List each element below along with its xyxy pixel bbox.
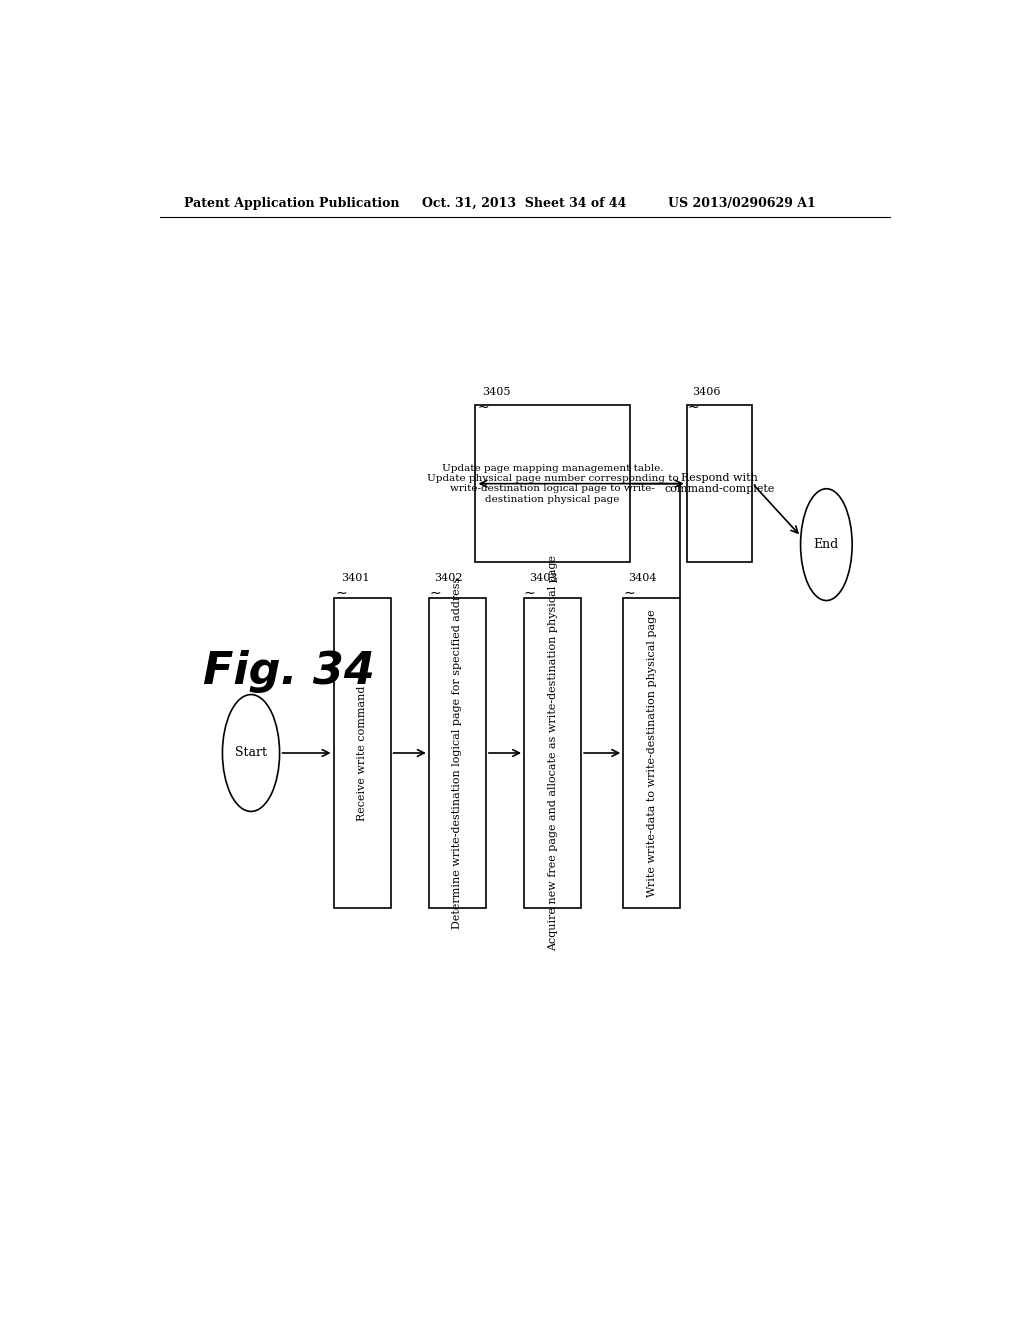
Text: Acquire new free page and allocate as write-destination physical page: Acquire new free page and allocate as wr…	[548, 554, 558, 950]
Text: ∼: ∼	[477, 400, 488, 413]
Text: Determine write-destination logical page for specified address: Determine write-destination logical page…	[453, 577, 463, 929]
Text: 3405: 3405	[482, 387, 510, 397]
Text: 3403: 3403	[528, 573, 557, 583]
Text: Fig. 34: Fig. 34	[204, 651, 375, 693]
Text: Patent Application Publication: Patent Application Publication	[183, 197, 399, 210]
Text: ∼: ∼	[524, 586, 536, 599]
Text: Start: Start	[234, 747, 267, 759]
Text: ∼: ∼	[430, 586, 441, 599]
Text: 3406: 3406	[692, 387, 721, 397]
Text: 3401: 3401	[341, 573, 370, 583]
Text: Respond with
command-complete: Respond with command-complete	[664, 473, 774, 495]
Text: 3402: 3402	[434, 573, 463, 583]
Text: End: End	[814, 539, 839, 552]
Text: ∼: ∼	[687, 400, 699, 413]
Text: ∼: ∼	[336, 586, 347, 599]
Text: ∼: ∼	[624, 586, 635, 599]
Text: US 2013/0290629 A1: US 2013/0290629 A1	[668, 197, 815, 210]
Text: 3404: 3404	[628, 573, 656, 583]
Text: Update page mapping management table.
Update physical page number corresponding : Update page mapping management table. Up…	[427, 463, 679, 504]
Text: Oct. 31, 2013  Sheet 34 of 44: Oct. 31, 2013 Sheet 34 of 44	[422, 197, 626, 210]
Text: Write write-data to write-destination physical page: Write write-data to write-destination ph…	[647, 610, 656, 896]
Text: Receive write command: Receive write command	[357, 685, 368, 821]
